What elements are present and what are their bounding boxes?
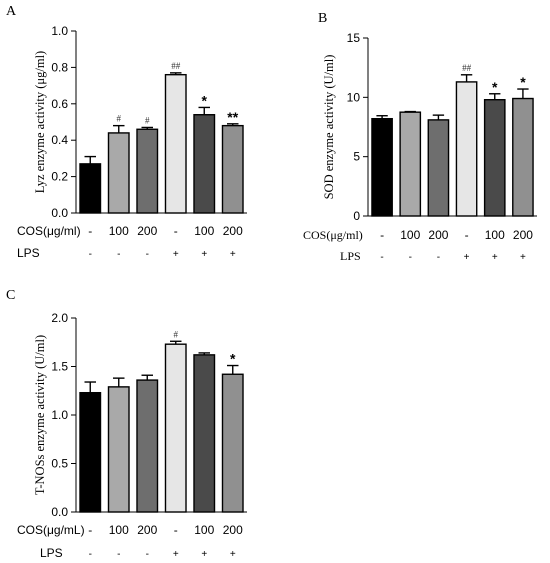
lps-value-label: - xyxy=(146,549,149,560)
significance-label: * xyxy=(492,79,498,95)
y-tick-label: 0.5 xyxy=(51,457,68,471)
lps-value-label: + xyxy=(230,549,236,560)
lps-row-label: LPS xyxy=(40,546,63,560)
chart-panel-a: A 0.0 0.2 0.4 0.6 0.8 1.0 Lyz enzyme activity (… xyxy=(6,4,247,260)
lps-value-label: - xyxy=(146,249,149,260)
y-axis-label: Lyz enzyme activity (μg/ml) xyxy=(33,51,47,193)
lps-value-label: - xyxy=(380,252,383,263)
bar xyxy=(136,128,159,214)
lps-value-label: + xyxy=(464,252,470,263)
lps-value-label: + xyxy=(173,549,179,560)
cos-value-label: 200 xyxy=(513,228,533,242)
bar xyxy=(512,97,534,217)
y-axis-label: T-NOSs enzyme activity (U/ml) xyxy=(33,335,47,495)
y-tick-label: 0.6 xyxy=(51,97,68,111)
bar xyxy=(193,114,216,214)
significance-label: # xyxy=(174,329,179,339)
lps-value-label: + xyxy=(201,549,207,560)
lps-value-label: + xyxy=(201,249,207,260)
lps-row-label: LPS xyxy=(17,246,40,260)
y-tick-label: 0.8 xyxy=(51,60,68,74)
cos-value-label: 100 xyxy=(109,523,129,537)
y-axis-label: SOD enzyme activity (U/ml) xyxy=(322,55,336,200)
y-tick-label: 0.0 xyxy=(51,206,68,220)
cos-value-label: 200 xyxy=(137,224,157,238)
significance-label: ** xyxy=(227,109,238,125)
significance-label: # xyxy=(145,115,150,125)
bar xyxy=(455,81,478,217)
bar xyxy=(371,117,393,217)
y-tick-label: 1.5 xyxy=(51,360,68,374)
y-tick-label: 0.0 xyxy=(51,505,68,519)
cos-value-label: 100 xyxy=(194,523,214,537)
bar xyxy=(193,354,216,513)
bar xyxy=(483,99,506,217)
significance-label: * xyxy=(230,351,236,367)
cos-value-label: 200 xyxy=(137,523,157,537)
cos-value-label: - xyxy=(174,523,178,537)
significance-label: ## xyxy=(171,61,181,71)
cos-value-label: - xyxy=(174,224,178,238)
cos-value-label: - xyxy=(88,224,92,238)
panel-letter: C xyxy=(6,288,15,303)
lps-value-label: - xyxy=(409,252,412,263)
bar xyxy=(107,386,130,513)
cos-value-label: 200 xyxy=(223,224,243,238)
y-tick-label: 5 xyxy=(353,150,360,164)
lps-value-label: - xyxy=(437,252,440,263)
bar xyxy=(136,379,159,513)
cos-value-label: 100 xyxy=(194,224,214,238)
lps-value-label: - xyxy=(89,249,92,260)
lps-value-label: - xyxy=(89,549,92,560)
bar xyxy=(79,391,102,513)
cos-value-label: 100 xyxy=(485,228,505,242)
cos-value-label: - xyxy=(380,228,384,242)
panel-letter: B xyxy=(318,11,327,26)
significance-label: * xyxy=(520,74,526,90)
bar xyxy=(221,124,244,214)
cos-value-label: 100 xyxy=(109,224,129,238)
significance-label: ## xyxy=(462,63,472,73)
bar xyxy=(164,343,187,513)
bar xyxy=(164,73,187,214)
chart-panel-b: B 0 5 10 15 SOD enzyme activity (U/ml) - - 100 - 2… xyxy=(303,11,537,263)
y-tick-label: 2.0 xyxy=(51,311,68,325)
bar xyxy=(221,373,244,513)
cos-value-label: - xyxy=(88,523,92,537)
panel-letter: A xyxy=(6,4,17,19)
lps-value-label: + xyxy=(492,252,498,263)
cos-row-label: COS(μg/ml) xyxy=(303,228,363,242)
bar xyxy=(399,111,422,217)
bar xyxy=(79,163,102,214)
y-tick-label: 0.4 xyxy=(51,133,68,147)
significance-label: # xyxy=(117,114,122,124)
chart-panel-c: C 0.0 0.5 1.0 1.5 2.0 T-NOSs enzyme activity (… xyxy=(6,288,247,560)
bar xyxy=(427,119,450,217)
y-tick-label: 1.0 xyxy=(51,408,68,422)
bar xyxy=(107,132,130,214)
cos-value-label: 100 xyxy=(400,228,420,242)
cos-value-label: 200 xyxy=(223,523,243,537)
lps-value-label: + xyxy=(520,252,526,263)
cos-value-label: - xyxy=(465,228,469,242)
lps-value-label: + xyxy=(173,249,179,260)
cos-row-label: COS(μg/ml) xyxy=(17,224,81,238)
lps-value-label: - xyxy=(117,549,120,560)
significance-label: * xyxy=(202,92,208,108)
y-tick-label: 1.0 xyxy=(51,24,68,38)
lps-value-label: + xyxy=(230,249,236,260)
cos-row-label: COS(μg/mL) xyxy=(17,523,85,537)
cos-value-label: 200 xyxy=(428,228,448,242)
y-tick-label: 10 xyxy=(347,90,361,104)
y-tick-label: 0.2 xyxy=(51,170,68,184)
y-tick-label: 15 xyxy=(347,31,361,45)
lps-row-label: LPS xyxy=(340,249,361,263)
y-tick-label: 0 xyxy=(353,209,360,223)
lps-value-label: - xyxy=(117,249,120,260)
